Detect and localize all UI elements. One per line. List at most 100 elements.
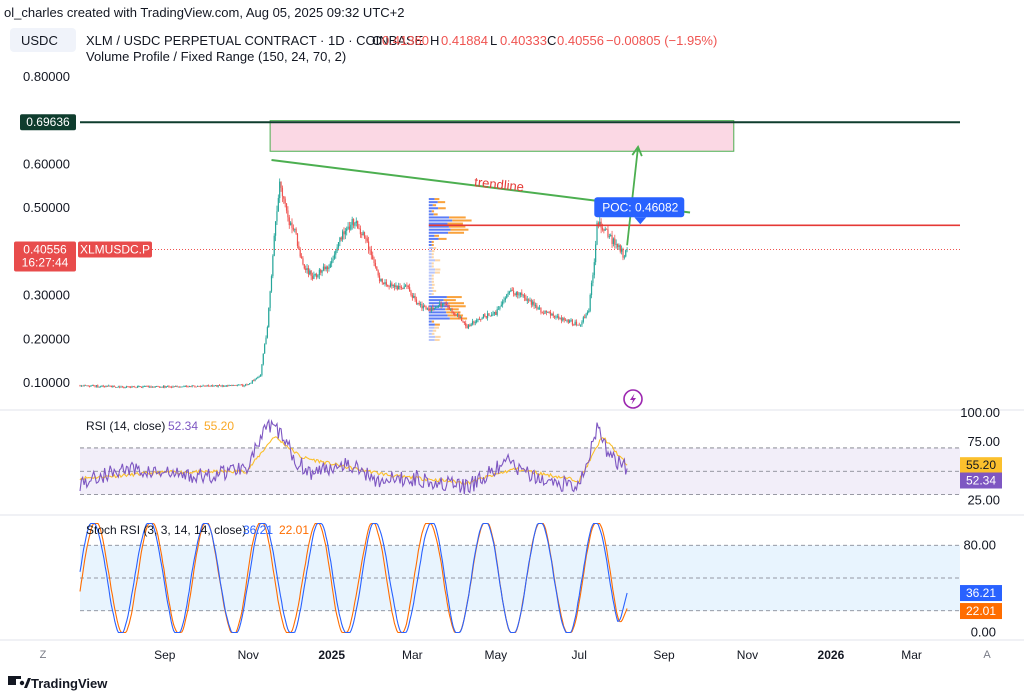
candle-body <box>581 321 583 325</box>
candle <box>279 178 281 203</box>
candle <box>466 324 468 329</box>
countdown-label: 16:27:44 <box>22 255 69 269</box>
stoch-rsi-pane[interactable]: 80.00 0.00 36.21 22.01 <box>79 522 1002 640</box>
candle-body <box>373 259 375 263</box>
candle <box>383 282 385 285</box>
candle-body <box>437 305 439 308</box>
candle-body <box>486 313 489 318</box>
candle <box>240 384 242 386</box>
candle <box>374 259 377 269</box>
candle-body <box>243 385 245 387</box>
candle-body <box>281 187 284 197</box>
tradingview-logo[interactable]: TradingView <box>8 676 108 691</box>
price-axis[interactable]: 0.80000 0.60000 0.50000 0.30000 0.20000 0.100… <box>23 69 70 390</box>
candle <box>459 315 461 319</box>
candle-body <box>205 385 207 387</box>
candle-body <box>577 324 579 326</box>
last-price-label: 0.40556 <box>23 242 67 256</box>
candle <box>547 311 549 313</box>
attribution-text: ol_charles created with TradingView.com,… <box>4 5 404 20</box>
candle <box>428 305 430 312</box>
candle-body <box>478 318 480 320</box>
candle-body <box>292 227 294 230</box>
candle-body <box>485 316 487 318</box>
candle <box>469 323 471 328</box>
candle-body <box>563 318 565 320</box>
volume-bar-up <box>428 311 447 314</box>
projection-arrow[interactable] <box>626 145 643 246</box>
trendline-label: trendline <box>474 174 525 194</box>
z-button[interactable] <box>34 646 52 662</box>
candle-body <box>551 313 553 316</box>
candle <box>556 313 558 319</box>
candle-body <box>593 262 595 276</box>
candle <box>480 318 482 322</box>
candle-body <box>280 181 282 188</box>
volume-bar-up <box>428 314 448 317</box>
candle-body <box>611 235 613 245</box>
bolt-icon[interactable] <box>623 389 643 409</box>
candle-body <box>238 384 240 386</box>
candle-body <box>198 386 200 387</box>
candle <box>298 241 300 250</box>
a-button[interactable] <box>978 646 996 662</box>
candle-series <box>79 178 628 389</box>
candle-body <box>378 275 381 282</box>
candle <box>202 384 204 387</box>
candle-body <box>621 248 623 252</box>
candle <box>276 205 278 226</box>
candle <box>313 271 315 280</box>
candle <box>287 206 289 222</box>
time-axis[interactable]: Sep Nov 2025 Mar May Jul Sep Nov 2026 Mar <box>154 648 922 662</box>
candle <box>608 233 610 239</box>
candle-body <box>273 235 275 256</box>
rsi-pane[interactable]: 100.00 75.00 25.00 55.20 52.34 <box>79 405 1002 507</box>
candle-body <box>177 386 180 388</box>
candle <box>296 232 299 249</box>
candle-body <box>339 237 341 243</box>
rsi-value-badge-label: 52.34 <box>966 474 996 488</box>
candle <box>79 384 81 387</box>
symbol-button[interactable] <box>10 28 76 52</box>
candle-body <box>216 385 218 387</box>
candle <box>458 311 460 320</box>
volume-bar-down <box>431 256 434 259</box>
time-tick-label: Sep <box>653 648 675 662</box>
candle-body <box>403 286 405 289</box>
candle-body <box>534 305 537 307</box>
candle <box>273 233 275 257</box>
candle <box>417 302 419 306</box>
candle-body <box>510 289 512 292</box>
volume-bar-up <box>428 250 432 253</box>
candle <box>548 310 550 314</box>
volume-profile[interactable] <box>428 198 472 341</box>
candle <box>552 311 554 318</box>
candle-body <box>521 292 523 296</box>
candle <box>522 294 524 298</box>
candle-body <box>325 266 327 270</box>
candle-body <box>277 198 279 212</box>
candle-body <box>158 386 160 388</box>
candle <box>83 384 85 387</box>
volume-bar-up <box>428 253 432 256</box>
volume-bar-up <box>428 247 433 250</box>
candle <box>504 296 506 303</box>
candle-body <box>221 385 223 387</box>
candle-body <box>389 283 392 287</box>
candle-body <box>224 385 226 387</box>
candle <box>292 224 294 232</box>
supply-zone[interactable] <box>269 120 735 152</box>
candle <box>87 385 89 387</box>
candle <box>589 293 591 313</box>
last-price-badge: 0.40556 16:27:44 XLMUSDC.P <box>14 241 152 272</box>
candle <box>541 311 543 314</box>
candle <box>555 314 557 320</box>
candle <box>168 385 170 388</box>
candle-body <box>82 385 84 387</box>
candle-body <box>443 303 445 305</box>
candle-body <box>228 385 230 387</box>
candle-body <box>580 324 582 326</box>
candle-body <box>206 385 208 387</box>
candle-body <box>381 278 383 283</box>
